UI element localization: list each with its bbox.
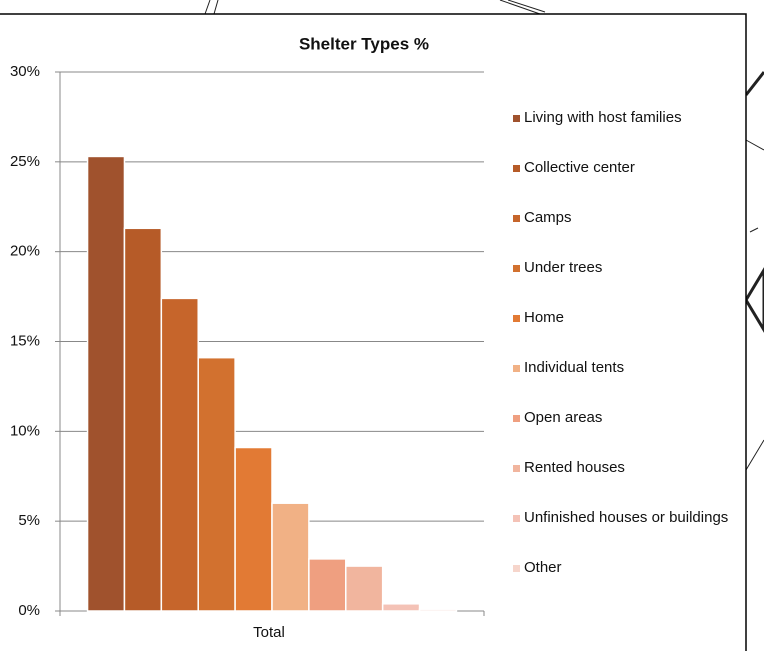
bar: [271, 502, 310, 612]
y-tick-label: 25%: [10, 153, 40, 170]
legend-swatch: [513, 465, 520, 472]
legend-item: Living with host families: [513, 109, 743, 127]
y-tick-label: 30%: [10, 63, 40, 80]
y-tick-label: 20%: [10, 243, 40, 260]
legend-label: Collective center: [524, 159, 635, 176]
bar: [308, 558, 347, 612]
legend-label: Unfinished houses or buildings: [524, 509, 729, 526]
legend-swatch: [513, 365, 520, 372]
y-tick-label: 0%: [18, 602, 40, 619]
y-tick-label: 10%: [10, 422, 40, 439]
bar: [86, 155, 126, 612]
bar: [345, 565, 384, 612]
y-tick-label: 5%: [18, 512, 40, 529]
legend-swatch: [513, 165, 520, 172]
legend-swatch: [513, 515, 520, 522]
legend-item: Individual tents: [513, 359, 743, 377]
legend-item: Open areas: [513, 409, 743, 427]
legend-swatch: [513, 215, 520, 222]
legend-label: Rented houses: [524, 459, 625, 476]
legend-swatch: [513, 415, 520, 422]
bar: [123, 227, 163, 612]
bar: [234, 446, 273, 612]
bar: [418, 608, 458, 612]
legend-item: Rented houses: [513, 459, 743, 477]
legend-swatch: [513, 565, 520, 572]
legend-item: Camps: [513, 209, 743, 227]
legend-item: Under trees: [513, 259, 743, 277]
legend-label: Other: [524, 559, 562, 576]
x-tick-label: Total: [253, 624, 285, 641]
bar: [160, 297, 199, 612]
y-tick-label: 15%: [10, 332, 40, 349]
legend-item: Other: [513, 559, 743, 577]
legend-label: Under trees: [524, 259, 603, 276]
legend-swatch: [513, 265, 520, 272]
legend-label: Home: [524, 309, 565, 326]
legend-item: Collective center: [513, 159, 743, 177]
background-sketch: [204, 0, 764, 471]
legend-swatch: [513, 315, 520, 322]
legend-swatch: [513, 115, 520, 122]
bar: [381, 603, 421, 612]
legend-label: Open areas: [524, 409, 603, 426]
chart-title: Shelter Types %: [299, 34, 429, 53]
legend-item: Home: [513, 309, 743, 327]
bar: [197, 356, 236, 612]
legend-label: Living with host families: [524, 109, 682, 126]
legend-item: Unfinished houses or buildings: [513, 509, 743, 527]
legend-label: Camps: [524, 209, 572, 226]
legend-label: Individual tents: [524, 359, 625, 376]
